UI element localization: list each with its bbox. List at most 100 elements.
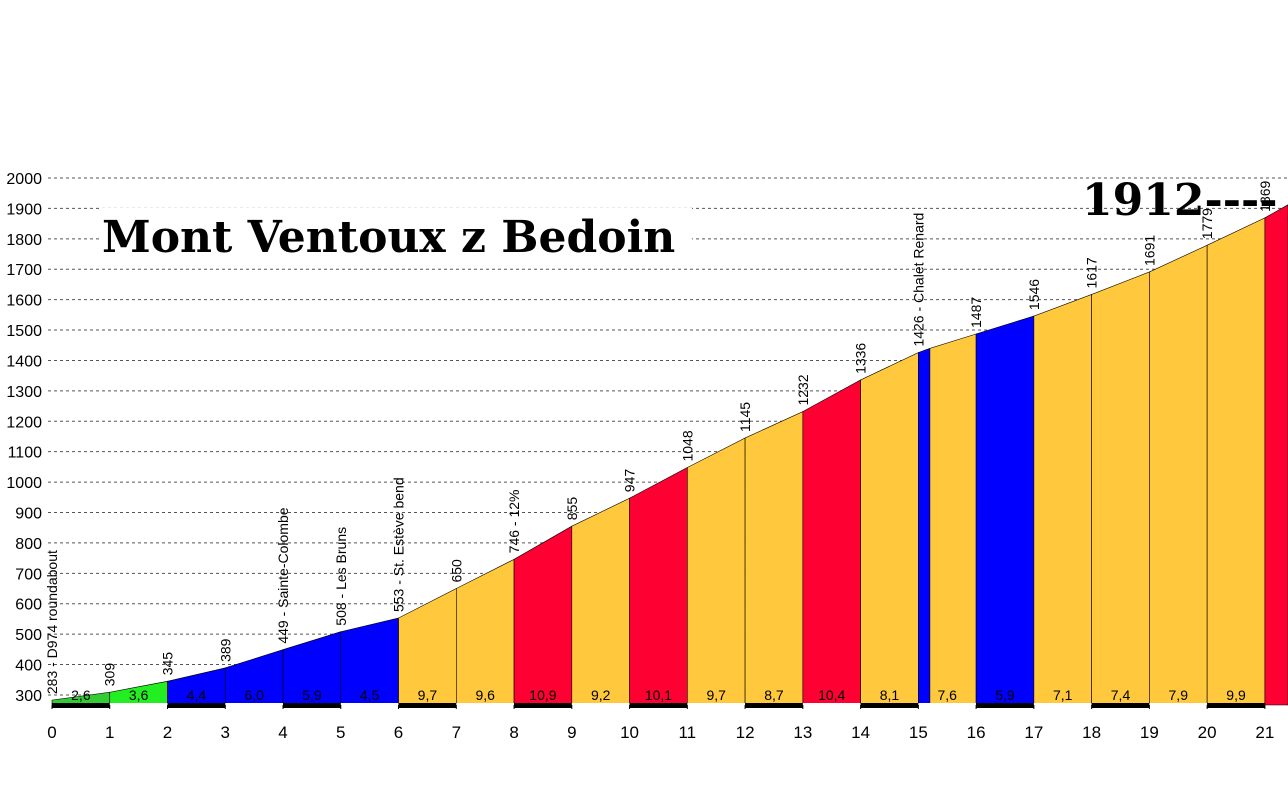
elevation-label: 309 [102,663,118,687]
grade-label: 5,9 [995,687,1015,703]
elevation-label: 1691 [1141,235,1157,266]
elevation-label: 345 [160,652,176,676]
grade-label: 9,7 [418,687,438,703]
segment [918,347,931,706]
x-tick-label: 17 [1024,723,1043,742]
x-tick-label: 13 [793,723,812,742]
km-band [225,703,284,708]
km-band [456,703,515,708]
grade-label: 8,1 [880,687,900,703]
x-tick-label: 4 [278,723,287,742]
km-band [52,703,110,708]
grade-label: 10,1 [645,687,672,703]
y-tick-label: 900 [15,506,42,523]
grade-label: 6,0 [244,687,264,703]
grade-label: 4,5 [360,687,380,703]
elevation-label: 1336 [853,343,869,374]
grade-label: 9,9 [1226,687,1246,703]
grade-label: 7,6 [937,687,957,703]
y-tick-label: 700 [15,566,42,583]
grade-label: 9,6 [475,687,495,703]
x-tick-label: 3 [221,723,230,742]
grade-label: 7,1 [1053,687,1073,703]
elevation-label: 1232 [795,374,811,405]
title-box [100,208,692,266]
segment [802,379,861,706]
km-band [398,703,457,708]
elevation-label: 746 - 12% [506,490,522,554]
km-band [687,703,746,708]
x-tick-label: 9 [567,723,576,742]
km-band [860,703,919,708]
x-tick-label: 20 [1198,723,1217,742]
km-band [918,703,977,708]
x-tick-label: 8 [509,723,518,742]
elevation-label: 1869 [1257,180,1273,211]
y-tick-label: 1700 [6,262,42,279]
grade-label: 9,7 [706,687,726,703]
x-tick-label: 7 [452,723,461,742]
y-tick-label: 2000 [6,171,42,188]
elevation-label: 553 - St. Estève bend [391,477,407,612]
x-tick-label: 2 [163,723,172,742]
km-band [571,703,630,708]
summit-label: 1912---- [1082,175,1278,226]
plot [51,204,1288,708]
segment [929,333,977,706]
km-band [629,703,688,708]
km-band [1033,703,1092,708]
x-tick-label: 1 [105,723,114,742]
elevation-label: 1145 [737,402,753,432]
y-tick-label: 1500 [6,323,42,340]
grade-label: 8,7 [764,687,784,703]
elevation-label: 1546 [1026,279,1042,310]
km-band [167,703,226,708]
x-tick-label: 18 [1082,723,1101,742]
segment [1264,204,1288,706]
x-tick-label: 10 [620,723,639,742]
y-tick-label: 600 [15,597,42,614]
elevation-label: 947 [622,469,638,493]
x-tick-label: 21 [1255,723,1274,742]
segment [1033,294,1092,706]
segment [455,558,515,706]
grade-label: 4,4 [187,687,207,703]
grade-label: 5,9 [302,687,322,703]
elevation-label: 650 [448,559,464,583]
x-tick-label: 6 [394,723,403,742]
x-tick-label: 19 [1140,723,1159,742]
labels: 0 1 2 3 4 5 6 7 8 9 10 11 12 13 14 15 16 17 18 19 20 212,6 3,6… [44,175,1278,742]
grade-label: 3,6 [129,687,149,703]
km-band [1149,703,1208,708]
segment [571,497,630,706]
km-band [1207,703,1265,708]
y-tick-label: 1900 [6,201,42,218]
segment [744,411,804,706]
segment [513,525,573,706]
x-tick-label: 5 [336,723,345,742]
elevation-label: 508 - Les Bruns [333,527,349,626]
x-tick-label: 11 [678,723,696,742]
km-band [283,703,341,708]
segment [629,467,688,706]
x-tick-label: 14 [851,723,870,742]
elevation-label: 283 - D974 roundabout [44,550,60,694]
x-tick-label: 16 [967,723,986,742]
y-tick-label: 1600 [6,293,42,310]
segment [687,437,746,706]
grade-label: 7,9 [1169,687,1189,703]
km-band [109,703,168,708]
y-tick-label: 500 [15,627,42,644]
km-band [514,703,572,708]
chart-title: Mont Ventoux z Bedoin [102,212,675,263]
x-tick-label: 0 [47,723,56,742]
y-tick-label: 1400 [6,353,42,370]
grade-label: 2,6 [71,687,91,703]
x-tick-label: 12 [736,723,755,742]
segment [860,352,919,706]
grade-label: 7,4 [1111,687,1131,703]
km-band [340,703,399,708]
elevation-label: 1779 [1199,208,1215,239]
km-band [745,703,803,708]
